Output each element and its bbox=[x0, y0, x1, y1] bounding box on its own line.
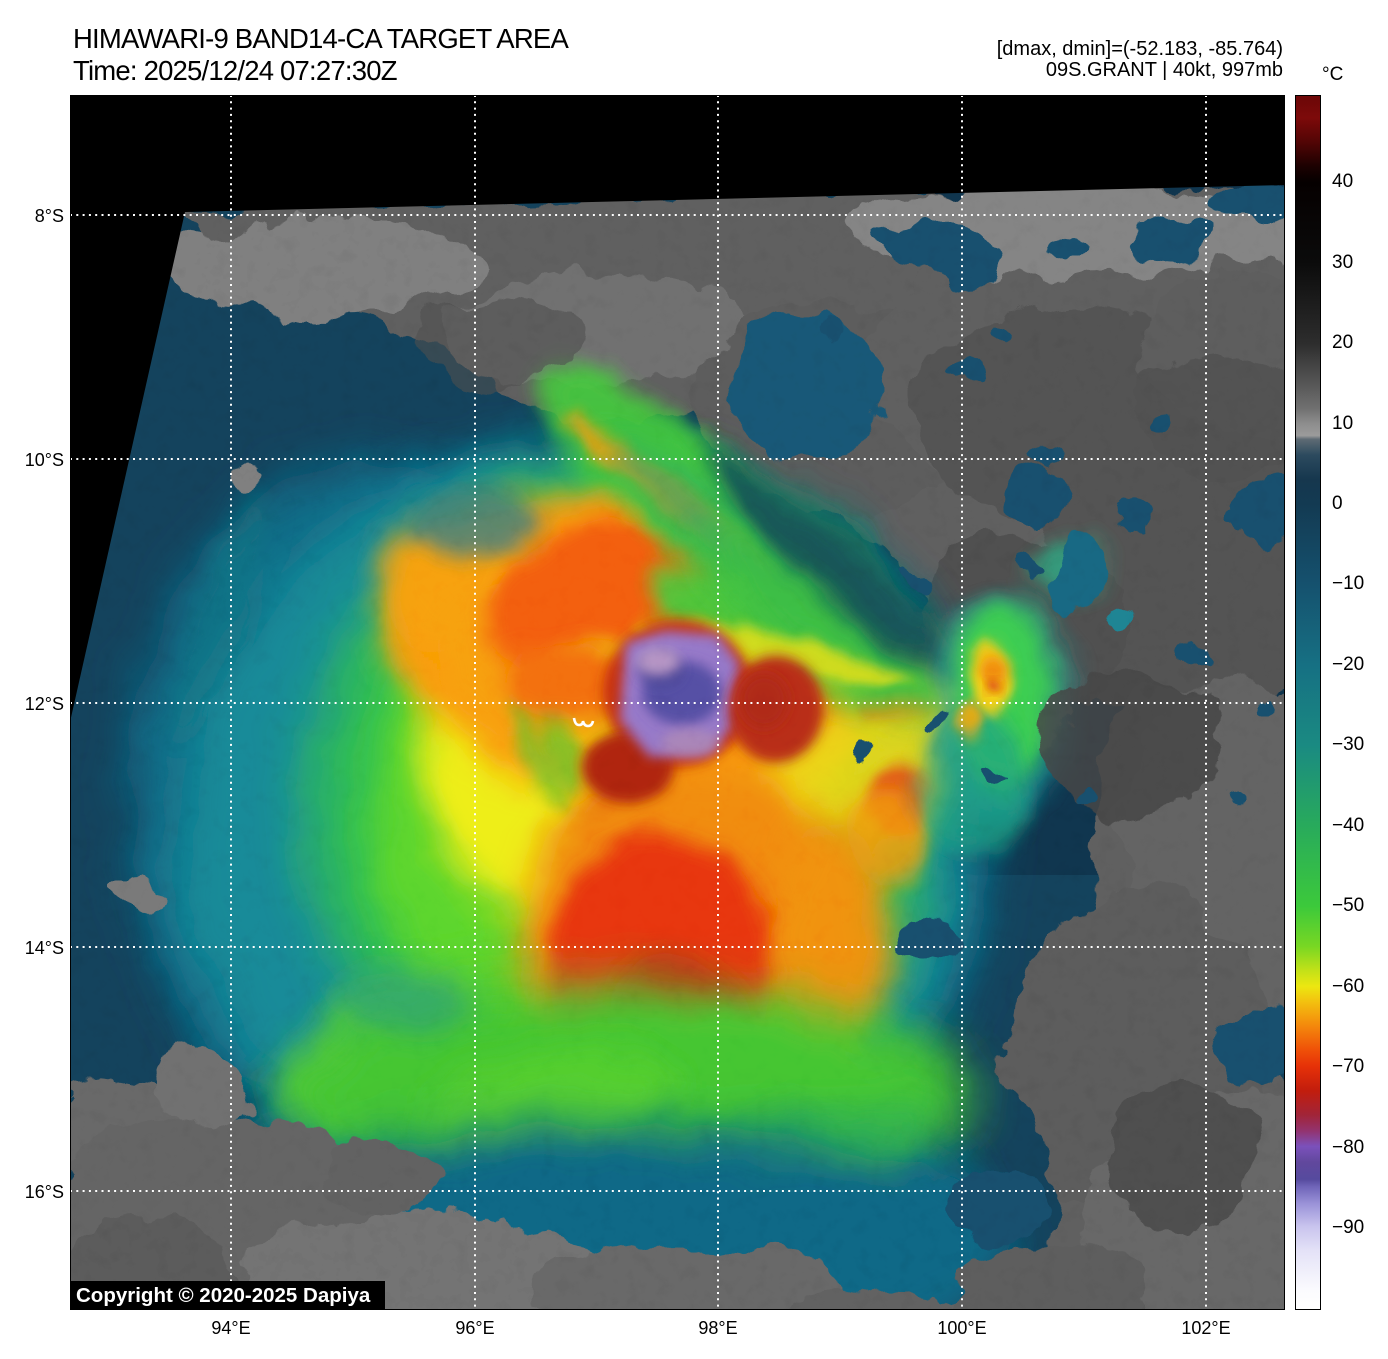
svg-text:Copyright © 2020-2025 Dapiya: Copyright © 2020-2025 Dapiya bbox=[76, 1284, 371, 1307]
